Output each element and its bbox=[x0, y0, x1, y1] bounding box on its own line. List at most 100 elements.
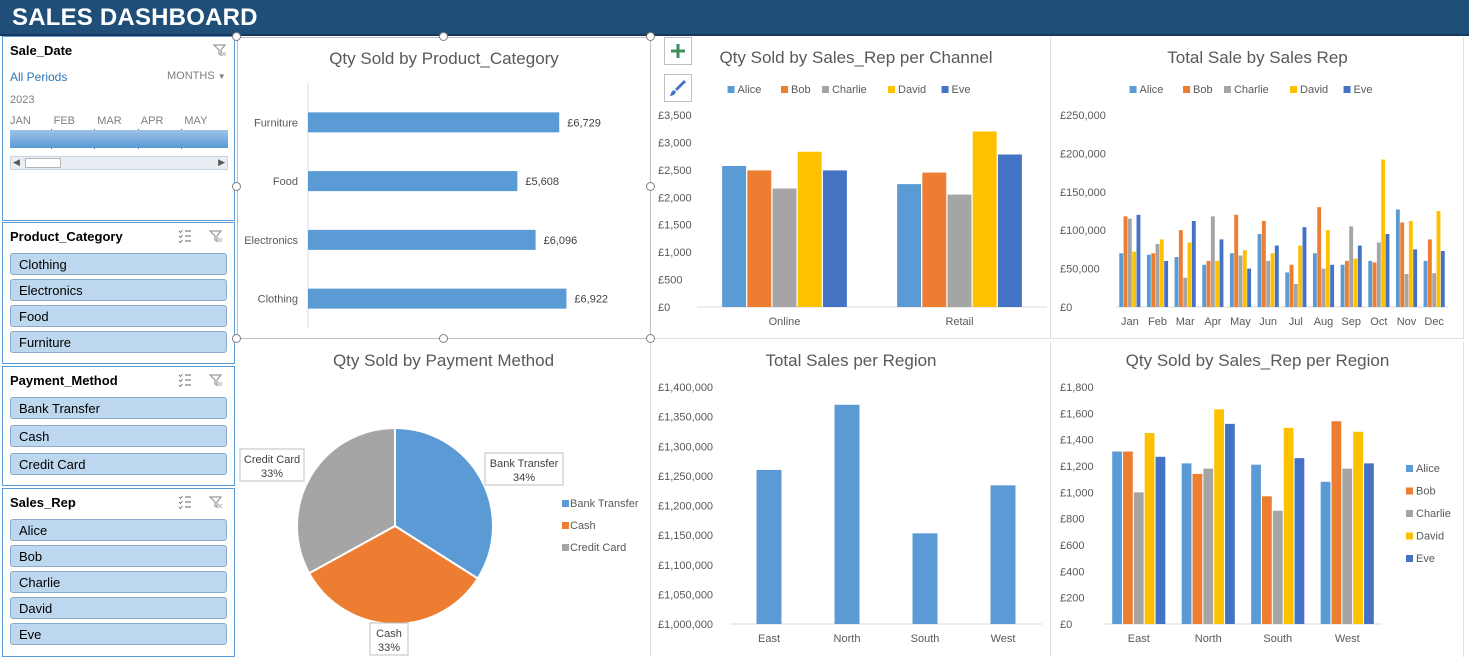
bar bbox=[308, 288, 567, 309]
resize-handle[interactable] bbox=[646, 32, 655, 41]
y-tick-label: £1,400,000 bbox=[658, 382, 713, 394]
multi-select-icon[interactable] bbox=[177, 494, 193, 510]
y-tick-label: £600 bbox=[1060, 540, 1084, 552]
legend-marker bbox=[1406, 465, 1413, 472]
chart-total-sale-by-rep[interactable]: Total Sale by Sales Rep £0 £50,000 £100,00… bbox=[1052, 37, 1464, 339]
timeline-month-label[interactable]: MAR bbox=[97, 115, 122, 127]
chart-styles-button[interactable] bbox=[664, 74, 692, 102]
bar bbox=[747, 170, 772, 307]
clear-filter-icon[interactable] bbox=[208, 372, 224, 388]
region-bar-chart: £1,000,000 £1,050,000 £1,100,000 £1,150,000… bbox=[658, 382, 1042, 645]
bar bbox=[1432, 273, 1437, 307]
bar bbox=[1408, 220, 1413, 307]
bar bbox=[797, 151, 822, 307]
slicer-item-cash[interactable]: Cash bbox=[10, 425, 227, 447]
bar bbox=[1164, 260, 1169, 307]
scroll-right-icon[interactable]: ▶ bbox=[218, 157, 225, 167]
category-bar-chart: Furniture £6,729 Food £5,608 Electronics £6,0… bbox=[244, 83, 608, 328]
bar bbox=[1423, 260, 1428, 307]
timeline-slicer[interactable]: Sale_Date All Periods MONTHS ▼ 2023 JAN F… bbox=[2, 36, 235, 221]
clear-filter-icon[interactable] bbox=[208, 494, 224, 510]
timeline-month-label[interactable]: FEB bbox=[53, 115, 75, 127]
resize-handle[interactable] bbox=[646, 334, 655, 343]
bar bbox=[947, 194, 972, 307]
chart-qty-by-payment[interactable]: Qty Sold by Payment Method Bank Transfer… bbox=[237, 341, 651, 657]
legend-marker bbox=[1343, 86, 1351, 93]
slicer-item-bob[interactable]: Bob bbox=[10, 545, 227, 567]
payment-pie-chart: Bank Transfer 34% Cash 33% Credit Card 33% Ban… bbox=[239, 426, 639, 656]
data-label: £6,729 bbox=[567, 117, 601, 129]
slicer-item-credit-card[interactable]: Credit Card bbox=[10, 453, 227, 475]
bar bbox=[1146, 254, 1151, 307]
bar bbox=[1302, 227, 1307, 307]
multi-select-icon[interactable] bbox=[177, 228, 193, 244]
chart-title: Qty Sold by Sales_Rep per Channel bbox=[719, 48, 993, 67]
chart-qty-by-category[interactable]: Qty Sold by Product_Category Furniture £6… bbox=[237, 37, 651, 339]
bar bbox=[1320, 481, 1331, 624]
timeline-bar[interactable] bbox=[10, 130, 228, 148]
clear-filter-icon[interactable] bbox=[212, 42, 228, 58]
slicer-item-bank-transfer[interactable]: Bank Transfer bbox=[10, 397, 227, 419]
chart-qty-by-rep-channel[interactable]: Qty Sold by Sales_Rep per Channel £0 £500… bbox=[652, 37, 1051, 339]
sale-by-rep-bar-chart: £0 £50,000 £100,000 £150,000 £200,000 £250,00… bbox=[1060, 84, 1448, 328]
bar bbox=[1270, 253, 1275, 307]
chart-elements-button[interactable] bbox=[664, 37, 692, 65]
bar bbox=[308, 171, 518, 192]
x-tick-label: Jun bbox=[1259, 316, 1277, 328]
timeline-month-label[interactable]: APR bbox=[140, 115, 164, 127]
legend-marker bbox=[1406, 532, 1413, 540]
bar bbox=[1238, 255, 1243, 307]
y-tick-label: £3,000 bbox=[658, 137, 692, 149]
data-label: £6,922 bbox=[574, 294, 608, 306]
clear-filter-icon[interactable] bbox=[208, 228, 224, 244]
timeline-month-label[interactable]: JAN bbox=[10, 115, 31, 127]
resize-handle[interactable] bbox=[232, 334, 241, 343]
multi-select-icon[interactable] bbox=[177, 372, 193, 388]
bar bbox=[972, 131, 997, 307]
resize-handle[interactable] bbox=[232, 182, 241, 191]
slicer-item-clothing[interactable]: Clothing bbox=[10, 253, 227, 275]
y-tick-label: £250,000 bbox=[1060, 110, 1106, 122]
chart-qty-by-rep-region[interactable]: Qty Sold by Sales_Rep per Region £0 £200 £… bbox=[1052, 341, 1464, 657]
slicer-item-food[interactable]: Food bbox=[10, 305, 227, 327]
bar bbox=[1330, 264, 1335, 307]
slicer-item-eve[interactable]: Eve bbox=[10, 623, 227, 645]
bar bbox=[1155, 456, 1166, 624]
slicer-item-furniture[interactable]: Furniture bbox=[10, 331, 227, 353]
y-tick-label: £1,300,000 bbox=[658, 441, 713, 453]
product-category-slicer[interactable]: Product_Category Clothing Electronics Food… bbox=[2, 222, 235, 364]
scroll-left-icon[interactable]: ◀ bbox=[13, 157, 20, 167]
resize-handle[interactable] bbox=[439, 334, 448, 343]
bar bbox=[1272, 510, 1283, 624]
slicer-item-charlie[interactable]: Charlie bbox=[10, 571, 227, 593]
y-tick-label: £1,500 bbox=[658, 220, 692, 232]
slicer-item-alice[interactable]: Alice bbox=[10, 519, 227, 541]
brush-icon bbox=[670, 80, 686, 96]
legend-label: Cash bbox=[570, 520, 596, 532]
payment-method-slicer[interactable]: Payment_Method Bank Transfer Cash Credit C… bbox=[2, 366, 235, 486]
x-tick-label: North bbox=[1195, 633, 1222, 645]
scroll-thumb[interactable] bbox=[25, 158, 61, 168]
timeline-scrollbar[interactable]: ◀ ▶ bbox=[10, 156, 228, 170]
resize-handle[interactable] bbox=[646, 182, 655, 191]
bar bbox=[1181, 463, 1192, 624]
bar bbox=[1340, 264, 1345, 307]
bar bbox=[1440, 250, 1445, 307]
resize-handle[interactable] bbox=[232, 32, 241, 41]
slicer-item-david[interactable]: David bbox=[10, 597, 227, 619]
timeline-month-label[interactable]: MAY bbox=[184, 115, 208, 127]
chart-total-sales-region[interactable]: Total Sales per Region £1,000,000 £1,050,… bbox=[652, 341, 1051, 657]
resize-handle[interactable] bbox=[439, 32, 448, 41]
pie-percent: 33% bbox=[378, 642, 400, 654]
bar bbox=[1413, 249, 1418, 307]
x-tick-label: North bbox=[834, 633, 861, 645]
timeline-level-select[interactable]: MONTHS ▼ bbox=[167, 70, 226, 82]
bar bbox=[1215, 260, 1220, 307]
sales-rep-slicer[interactable]: Sales_Rep Alice Bob Charlie David Eve bbox=[2, 488, 235, 657]
bar bbox=[1123, 216, 1128, 307]
legend-label: Charlie bbox=[1416, 508, 1451, 520]
bar bbox=[1136, 214, 1141, 307]
chevron-down-icon: ▼ bbox=[217, 72, 226, 81]
x-tick-label: West bbox=[991, 633, 1016, 645]
slicer-item-electronics[interactable]: Electronics bbox=[10, 279, 227, 301]
